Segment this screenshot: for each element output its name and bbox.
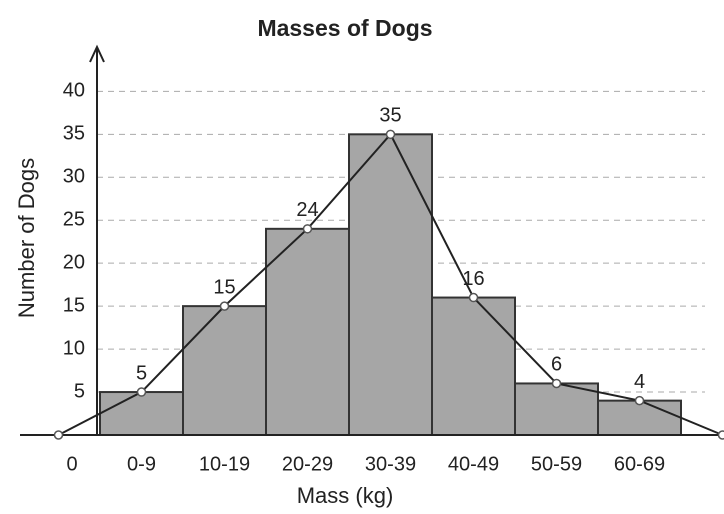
polygon-point [302, 224, 313, 234]
y-tick-label: 5 [74, 380, 85, 402]
polygon-point [385, 129, 396, 140]
polygon-point [468, 292, 479, 303]
y-axis-arrow [89, 44, 105, 63]
polygon-point [551, 378, 562, 389]
polygon-point [219, 301, 230, 311]
x-tick-label: 60-69 [614, 453, 665, 475]
data-label: 16 [462, 268, 484, 290]
y-tick-label: 40 [63, 80, 85, 102]
polygon-point [634, 395, 645, 406]
x-tick-label: 30-39 [365, 453, 416, 475]
x-tick-label: 40-49 [448, 453, 499, 475]
x-axis-label: Mass (kg) [297, 483, 394, 508]
x-tick-label: 0-9 [127, 453, 156, 475]
y-tick-label: 10 [63, 337, 85, 359]
data-label: 4 [634, 371, 645, 393]
y-tick-label: 35 [63, 123, 85, 145]
x-tick-label: 50-59 [531, 453, 582, 475]
bar [265, 227, 350, 436]
bar [514, 382, 599, 437]
y-axis-label: Number of Dogs [14, 158, 39, 318]
data-label: 6 [551, 354, 562, 376]
bar [99, 391, 184, 436]
x-tick-label: 10-19 [199, 453, 250, 475]
bar [348, 133, 433, 436]
y-tick-label: 20 [63, 251, 85, 273]
data-label: 5 [136, 362, 147, 384]
chart-title: Masses of Dogs [257, 15, 432, 41]
x-tick-label: 20-29 [282, 453, 333, 475]
y-tick-label: 25 [63, 209, 85, 231]
bar [597, 399, 682, 436]
bar [182, 305, 267, 436]
polygon-point [53, 430, 64, 440]
y-tick-label: 30 [63, 166, 85, 188]
polygon-point [717, 430, 724, 440]
data-label: 24 [296, 199, 318, 221]
x-tick-label: 0 [66, 453, 77, 475]
y-tick-label: 15 [63, 294, 85, 316]
bar [431, 296, 516, 436]
polygon-point [136, 387, 147, 397]
data-label: 15 [213, 276, 235, 298]
data-label: 35 [379, 105, 401, 127]
